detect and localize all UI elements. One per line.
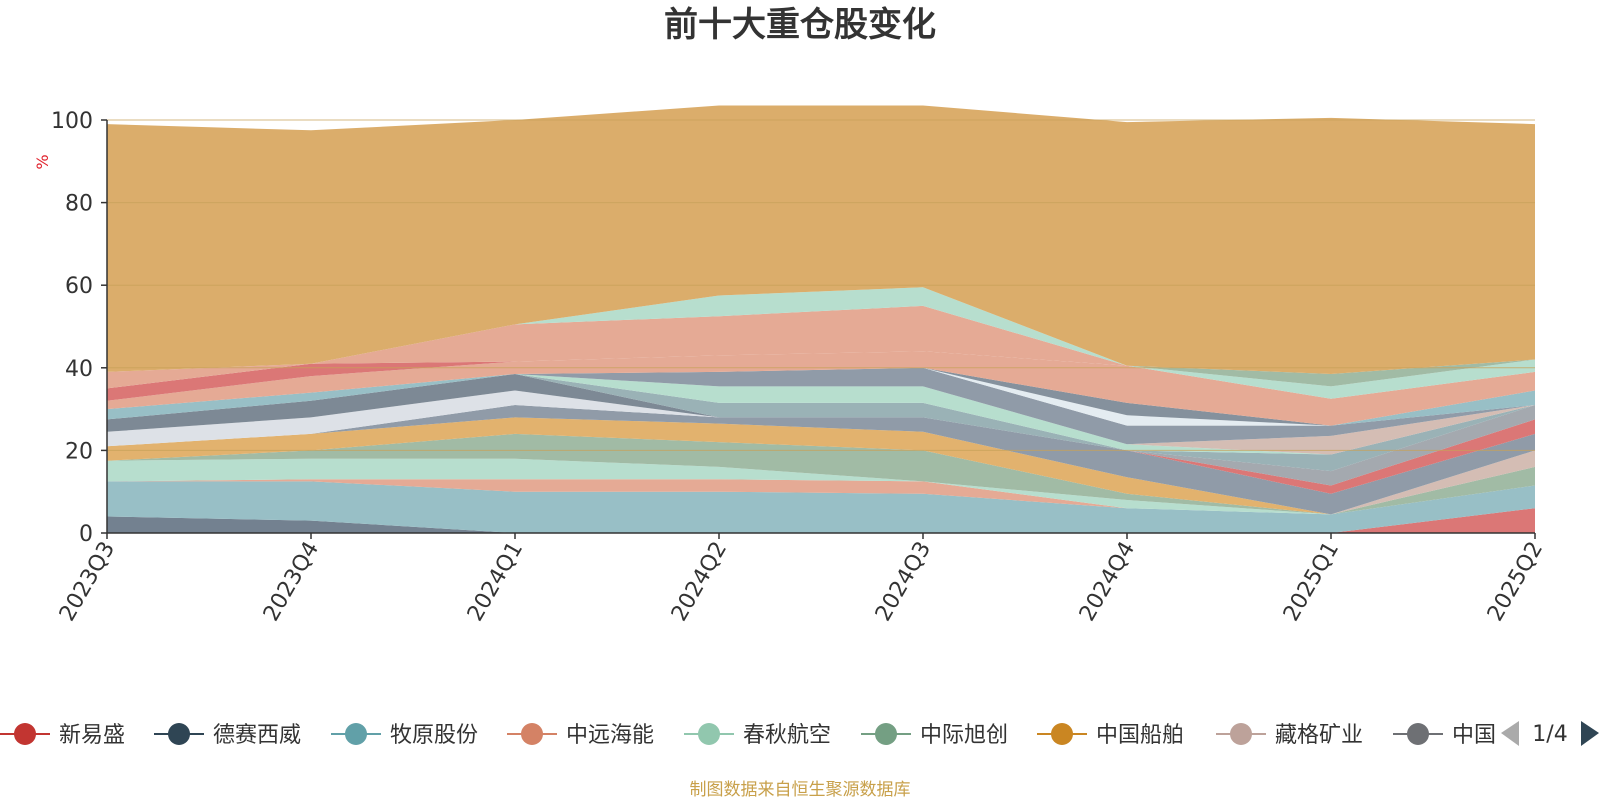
area-series-3: [107, 481, 1535, 533]
legend-item[interactable]: 中远海能: [507, 723, 654, 748]
x-tick-label: 2023Q3: [55, 538, 120, 626]
legend-marker-icon: [1230, 723, 1252, 745]
area-series-6: [107, 433, 1535, 515]
area-series-9: [107, 405, 1535, 515]
legend-item[interactable]: 中国船舶: [1037, 723, 1184, 748]
area-series-22: [107, 351, 1535, 401]
area-series-15: [107, 374, 1535, 455]
legend[interactable]: 新易盛 德赛西威 牧原股份 中远海能 春秋航空 中际旭创 中国船舶 藏格矿业 中国: [0, 723, 1496, 748]
legend-label: 牧原股份: [390, 723, 478, 748]
legend-label: 中国: [1452, 723, 1496, 748]
source-note: 制图数据来自恒生聚源数据库: [690, 780, 911, 800]
area-series-21: [107, 351, 1535, 426]
pager-page-indicator: 1/4: [1532, 722, 1567, 747]
legend-pager[interactable]: 1/4: [1501, 721, 1599, 747]
y-tick-label: 40: [65, 357, 93, 382]
area-series-24: [107, 287, 1535, 399]
chart-title: 前十大重仓股变化: [664, 5, 936, 45]
grid-lines: [107, 119, 1535, 451]
legend-item[interactable]: 新易盛: [0, 723, 125, 748]
y-tick-label: 20: [65, 439, 93, 464]
x-tick-label: 2024Q4: [1075, 538, 1140, 626]
pager-prev-icon[interactable]: [1501, 721, 1519, 746]
legend-label: 中远海能: [566, 723, 654, 748]
x-tick-label: 2024Q2: [667, 538, 732, 626]
pager-next-icon[interactable]: [1581, 721, 1599, 746]
area-series-25: [107, 287, 1535, 387]
legend-marker-icon: [168, 723, 190, 745]
x-tick-label: 2024Q3: [871, 538, 936, 626]
x-tick-label: 2025Q2: [1483, 538, 1548, 626]
y-tick-label: 100: [51, 109, 93, 134]
x-tick-label: 2025Q1: [1279, 538, 1344, 626]
area-series-12: [107, 390, 1535, 472]
area-series-group: [107, 105, 1535, 533]
legend-label: 藏格矿业: [1275, 723, 1363, 748]
x-axis-tick-labels: 2023Q3 2023Q4 2024Q1 2024Q2 2024Q3 2024Q4 2025…: [55, 533, 1548, 626]
legend-item[interactable]: 春秋航空: [684, 723, 831, 748]
area-series-4: [107, 479, 1535, 515]
x-tick-label: 2023Q4: [259, 538, 324, 626]
area-series-26: [107, 105, 1535, 374]
y-tick-label: 0: [79, 522, 93, 547]
area-series-1: [107, 508, 1535, 533]
legend-item[interactable]: 藏格矿业: [1216, 723, 1363, 748]
y-tick-label: 80: [65, 192, 93, 217]
area-series-19: [107, 367, 1535, 426]
area-series-17: [107, 367, 1535, 445]
axes: [106, 120, 1535, 534]
legend-marker-icon: [521, 723, 543, 745]
legend-label: 中国船舶: [1096, 723, 1184, 748]
legend-label: 德赛西威: [213, 723, 301, 748]
x-tick-label: 2024Q1: [463, 538, 528, 626]
legend-marker-icon: [875, 723, 897, 745]
y-tick-label: 60: [65, 274, 93, 299]
legend-item[interactable]: 德赛西威: [154, 723, 301, 748]
y-axis-unit-label: %: [33, 154, 52, 169]
legend-marker-icon: [1407, 723, 1429, 745]
area-series-7: [107, 417, 1535, 515]
area-series-5: [107, 458, 1535, 515]
area-series-23: [107, 305, 1535, 399]
legend-marker-icon: [345, 723, 367, 745]
legend-marker-icon: [1051, 723, 1073, 745]
legend-item[interactable]: 中际旭创: [861, 723, 1008, 748]
legend-item[interactable]: 中国: [1393, 723, 1496, 748]
legend-label: 春秋航空: [743, 723, 831, 748]
legend-marker-icon: [14, 723, 36, 745]
legend-item[interactable]: 牧原股份: [331, 723, 478, 748]
area-series-2: [107, 508, 1535, 533]
legend-marker-icon: [698, 723, 720, 745]
legend-label: 中际旭创: [920, 723, 1008, 748]
y-axis-tick-labels: 0 20 40 60 80 100: [51, 109, 107, 547]
legend-label: 新易盛: [59, 723, 125, 748]
